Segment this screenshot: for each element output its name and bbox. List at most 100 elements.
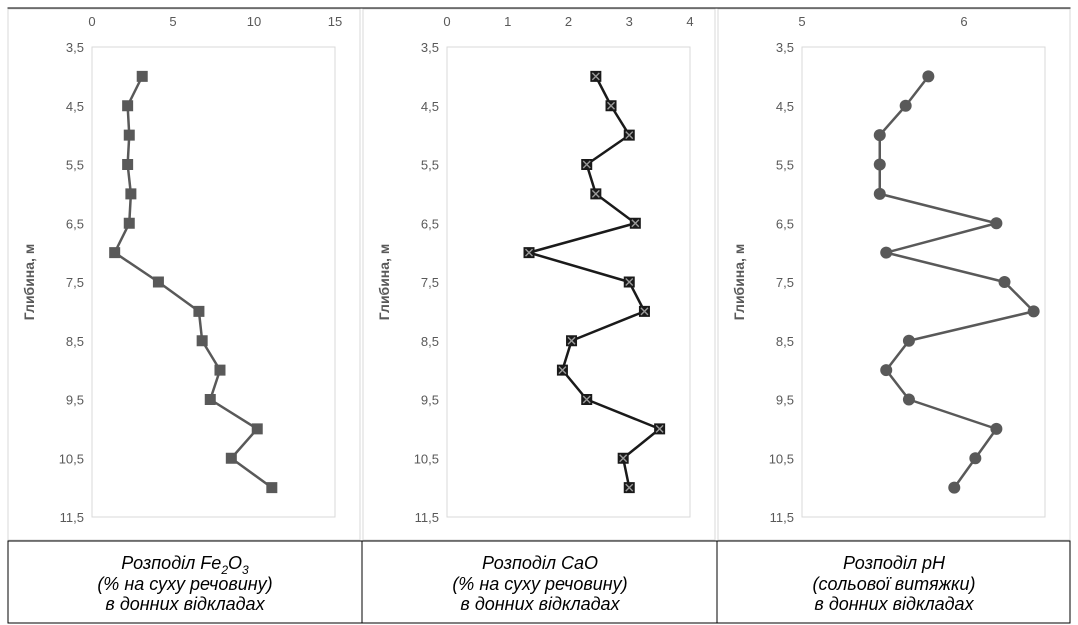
caption-title: Розподіл Fe	[121, 553, 221, 573]
data-point	[623, 129, 635, 141]
caption-line-1: Розподіл pH	[843, 553, 946, 573]
caption-subscript: 2	[220, 563, 228, 577]
y-tick-label: 7,5	[776, 275, 794, 290]
y-tick-label: 4,5	[421, 99, 439, 114]
data-point-cross	[607, 101, 616, 110]
y-tick-label: 10,5	[769, 451, 794, 466]
data-point	[136, 70, 148, 82]
y-axis-label: Глибина, м	[376, 244, 392, 320]
data-point	[969, 452, 982, 465]
chart-panel-2: 0 1 2 3 4 3,5 4,5 5,5 6,5 7,5 8,5 9,5 10,5 11,5 Глибин…	[362, 8, 716, 614]
data-point	[998, 276, 1011, 288]
data-point-cross	[631, 219, 640, 228]
x-tick-label: 5	[169, 14, 176, 29]
y-tick-label: 10,5	[59, 451, 84, 466]
caption-line-2: (% на суху речовину)	[97, 574, 272, 594]
caption-title: Розподіл pH	[843, 553, 946, 573]
x-tick-label: 1	[504, 14, 511, 29]
caption-line-2: (% на суху речовину)	[452, 574, 627, 594]
data-point	[880, 246, 893, 259]
y-tick-label: 6,5	[776, 216, 794, 231]
y-tick-label: 8,5	[66, 334, 84, 349]
data-point	[123, 129, 135, 141]
series-line	[878, 75, 1035, 489]
y-tick-label: 9,5	[776, 393, 794, 408]
data-point	[1027, 305, 1040, 318]
x-tick-label: 10	[247, 14, 261, 29]
y-axis-label: Глибина, м	[21, 244, 37, 320]
chart-panel-3: 5 6 3,5 4,5 5,5 6,5 7,5 8,5 9,5 10,5 11,5 Глибина, …	[717, 8, 1071, 614]
data-point	[922, 70, 935, 83]
plot-area	[446, 46, 691, 518]
y-axis-label: Глибина, м	[731, 244, 747, 320]
data-point	[125, 188, 137, 200]
chart-panel-border	[7, 8, 361, 541]
data-point	[122, 100, 134, 112]
data-point-cross	[619, 454, 628, 463]
data-point-cross	[591, 72, 600, 81]
chart-panel-border	[717, 8, 1071, 541]
data-point-cross	[558, 366, 567, 375]
data-point	[873, 129, 886, 142]
x-tick-label: 3	[626, 14, 633, 29]
data-point	[623, 276, 635, 288]
x-tick-label: 4	[686, 14, 693, 29]
data-point	[590, 188, 602, 200]
data-point	[566, 335, 578, 347]
y-tick-label: 6,5	[421, 216, 439, 231]
data-point-cross	[625, 131, 634, 140]
x-tick-label: 0	[443, 14, 450, 29]
data-point-cross	[655, 424, 664, 433]
y-tick-label: 9,5	[421, 393, 439, 408]
data-point	[948, 481, 961, 494]
y-tick-label: 11,5	[770, 510, 794, 525]
y-tick-label: 3,5	[776, 40, 794, 55]
y-tick-label: 7,5	[421, 275, 439, 290]
data-point-cross	[582, 160, 591, 169]
data-point	[193, 305, 205, 317]
data-point	[617, 452, 629, 464]
x-tick-label: 6	[960, 14, 967, 29]
caption-line-2: (сольової витяжки)	[813, 574, 976, 594]
data-point	[122, 159, 134, 170]
caption-formula-part: O	[228, 553, 242, 573]
data-point	[214, 364, 226, 376]
caption-line-3: в донних відкладах	[460, 594, 620, 614]
data-point	[873, 187, 886, 200]
data-point	[654, 423, 666, 435]
y-tick-label: 9,5	[66, 393, 84, 408]
caption-subscript: 3	[242, 563, 249, 577]
data-point	[225, 452, 237, 464]
x-tick-label: 5	[798, 14, 805, 29]
data-point	[638, 305, 650, 317]
caption-line-3: в донних відкладах	[814, 594, 974, 614]
y-tick-label: 3,5	[66, 40, 84, 55]
caption-line-1: Розподіл Fe2O3	[121, 553, 249, 577]
data-point	[902, 393, 915, 406]
chart-panel-border	[362, 8, 716, 541]
x-tick-label: 15	[328, 14, 342, 29]
data-point	[902, 334, 915, 347]
data-point-cross	[640, 307, 649, 316]
y-tick-label: 3,5	[421, 40, 439, 55]
plot-area	[801, 46, 1046, 518]
y-tick-label: 11,5	[60, 510, 84, 525]
data-point	[990, 422, 1003, 435]
data-point	[123, 217, 135, 229]
data-point-cross	[567, 336, 576, 345]
data-point	[990, 217, 1003, 230]
y-tick-label: 4,5	[66, 99, 84, 114]
data-point	[251, 423, 263, 435]
data-point	[581, 394, 593, 405]
chart-panel-1: 0 5 10 15 3,5 4,5 5,5 6,5 7,5 8,5 9,5 10,5 11,5 Глиби…	[7, 8, 361, 614]
data-point	[196, 335, 208, 347]
y-tick-label: 10,5	[414, 451, 439, 466]
y-tick-label: 8,5	[421, 334, 439, 349]
y-tick-label: 4,5	[776, 99, 794, 114]
data-point	[556, 364, 568, 376]
data-point-cross	[591, 189, 600, 198]
caption-title: Розподіл CaO	[482, 553, 598, 573]
data-point	[590, 70, 602, 82]
